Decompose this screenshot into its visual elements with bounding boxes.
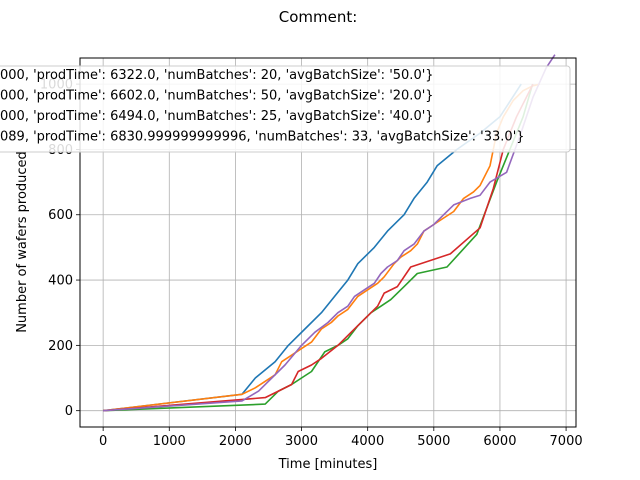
legend-entry-3: 000, 'prodTime': 6494.0, 'numBatches': 2… (0, 109, 434, 124)
axis-ticks: 0100020003000400050006000700002004006008… (40, 78, 583, 449)
y-tick-label: 0 (65, 404, 73, 419)
legend: 000, 'prodTime': 6322.0, 'numBatches': 2… (0, 65, 571, 153)
chart-title: Comment: (279, 8, 358, 26)
x-tick-label: 2000 (219, 434, 252, 449)
x-tick-label: 5000 (417, 434, 450, 449)
legend-entry-2: 000, 'prodTime': 6602.0, 'numBatches': 5… (0, 89, 434, 104)
plot-frame (79, 57, 577, 428)
legend-entry-1: 000, 'prodTime': 6322.0, 'numBatches': 2… (0, 68, 434, 83)
y-tick-label: 400 (48, 274, 73, 289)
x-tick-label: 0 (99, 434, 107, 449)
x-tick-label: 4000 (351, 434, 384, 449)
series-line-4 (103, 83, 534, 412)
y-tick-label: 600 (48, 208, 73, 223)
legend-entry-4: 089, 'prodTime': 6830.999999999996, 'num… (0, 130, 525, 145)
legend-box (0, 65, 571, 153)
x-axis-title: Time [minutes] (278, 457, 378, 472)
y-tick-label: 200 (48, 339, 73, 354)
x-tick-label: 3000 (285, 434, 318, 449)
x-tick-label: 6000 (483, 434, 516, 449)
y-axis-title: Number of wafers produced (15, 151, 30, 333)
series-line-5 (103, 54, 556, 412)
x-tick-label: 1000 (153, 434, 186, 449)
x-tick-label: 7000 (550, 434, 583, 449)
